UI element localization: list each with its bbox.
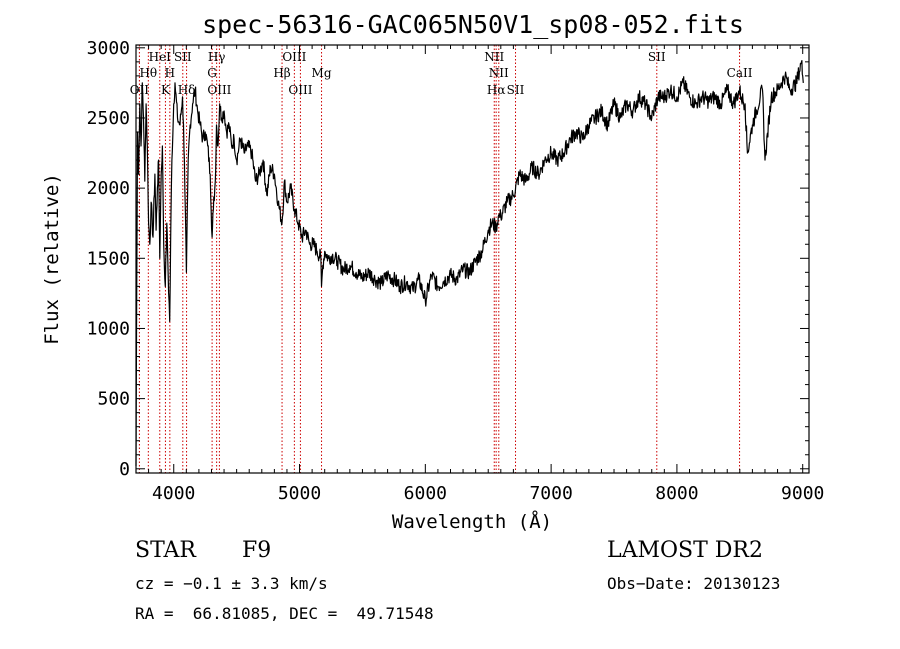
x-tick-label: 8000 [655,483,698,504]
x-tick-label: 6000 [404,483,447,504]
x-tick-label: 7000 [529,483,572,504]
line-label: Hθ [139,66,157,80]
y-tick-label: 0 [119,459,130,480]
y-tick-label: 3000 [87,38,130,59]
spectrum-chart: spec-56316-GAC065N50V1_sp08-052.fits OII… [41,10,824,533]
x-axis-ticks: 4000 5000 6000 7000 8000 9000 [148,45,824,504]
spectrum-series-line [135,60,804,467]
coordinates: RA = 66.81085, DEC = 49.71548 [135,604,434,623]
spectral-line-labels: OIIHθHeIKHSIIHδGHγOIIIHβOIIIOIIIMgNIIHαN… [130,50,753,97]
x-axis-label: Wavelength (Å) [392,510,552,533]
line-label: OIII [288,83,312,97]
y-axis-ticks: 0 500 1000 1500 2000 2500 3000 [87,38,809,480]
line-label: K [161,83,171,97]
line-label: NII [484,50,504,64]
x-tick-label: 9000 [781,483,824,504]
obs-date: Obs−Date: 20130123 [607,574,781,593]
line-label: Mg [312,66,332,80]
line-label: HeI [149,50,172,64]
y-tick-label: 1500 [87,248,130,269]
line-label: SII [507,83,525,97]
subclass: F9 [242,538,272,563]
x-tick-label: 4000 [152,483,195,504]
line-label: OIII [207,83,231,97]
line-label: Hβ [273,66,290,80]
line-label: OIII [282,50,306,64]
line-label: Hγ [208,50,226,64]
redshift-value: cz = −0.1 ± 3.3 km/s [135,574,328,593]
chart-title: spec-56316-GAC065N50V1_sp08-052.fits [202,10,744,39]
y-tick-label: 2500 [87,108,130,129]
y-tick-label: 500 [97,389,130,410]
line-label: CaII [727,66,753,80]
line-label: SII [648,50,666,64]
line-label: Hδ [178,83,196,97]
plot-frame [135,44,810,474]
line-label: NII [489,66,509,80]
y-tick-label: 2000 [87,178,130,199]
survey-name: LAMOST DR2 [607,538,763,563]
object-class: STAR [135,538,196,563]
y-axis-label: Flux (relative) [41,173,63,345]
line-label: G [207,66,217,80]
x-tick-label: 5000 [278,483,321,504]
line-label: Hα [487,83,506,97]
line-label: SII [174,50,192,64]
y-tick-label: 1000 [87,318,130,339]
line-label: H [165,66,175,80]
